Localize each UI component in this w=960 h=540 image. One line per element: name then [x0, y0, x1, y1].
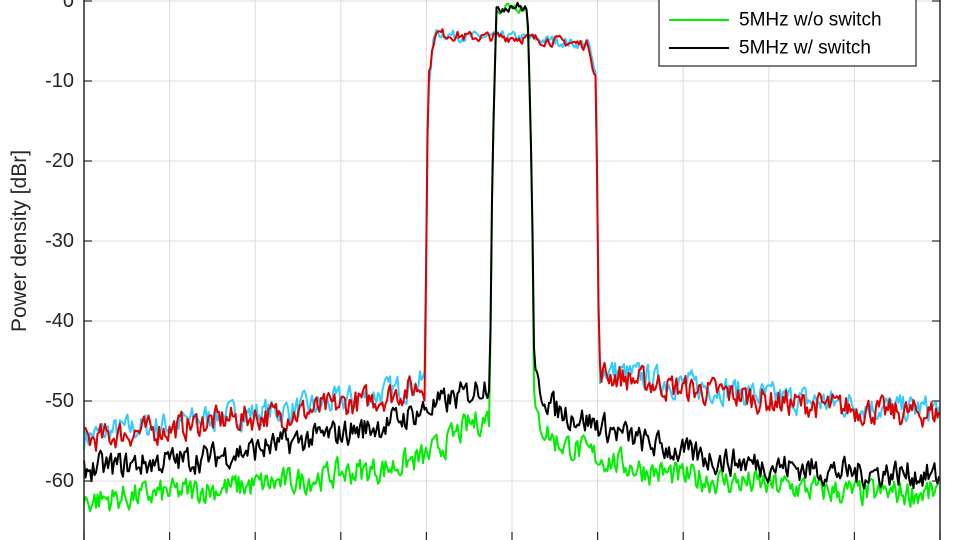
legend-label: 5MHz w/o switch: [739, 10, 882, 31]
series-line: [83, 2, 940, 513]
legend: 5MHz w/o switch 5MHz w/ switch: [658, 0, 917, 67]
y-tick-label: -10: [45, 70, 74, 92]
legend-box: [658, 0, 917, 67]
y-tick-label: -20: [45, 150, 74, 172]
y-axis-label: Power density [dBr]: [8, 150, 31, 332]
series-layer: [83, 1, 940, 513]
series-line: [83, 28, 940, 450]
axes-layer: 0 -10 -20 -30 -40 -50 -60: [45, 0, 941, 540]
legend-label: 5MHz w/ switch: [739, 38, 871, 59]
y-tick-label: -30: [45, 230, 74, 252]
y-tick-label: -50: [45, 390, 74, 412]
y-tick-label: 0: [63, 0, 74, 12]
series-line: [83, 28, 940, 452]
y-tick-label: -60: [45, 470, 74, 492]
series-line: [83, 1, 940, 490]
y-tick-label: -40: [45, 310, 74, 332]
